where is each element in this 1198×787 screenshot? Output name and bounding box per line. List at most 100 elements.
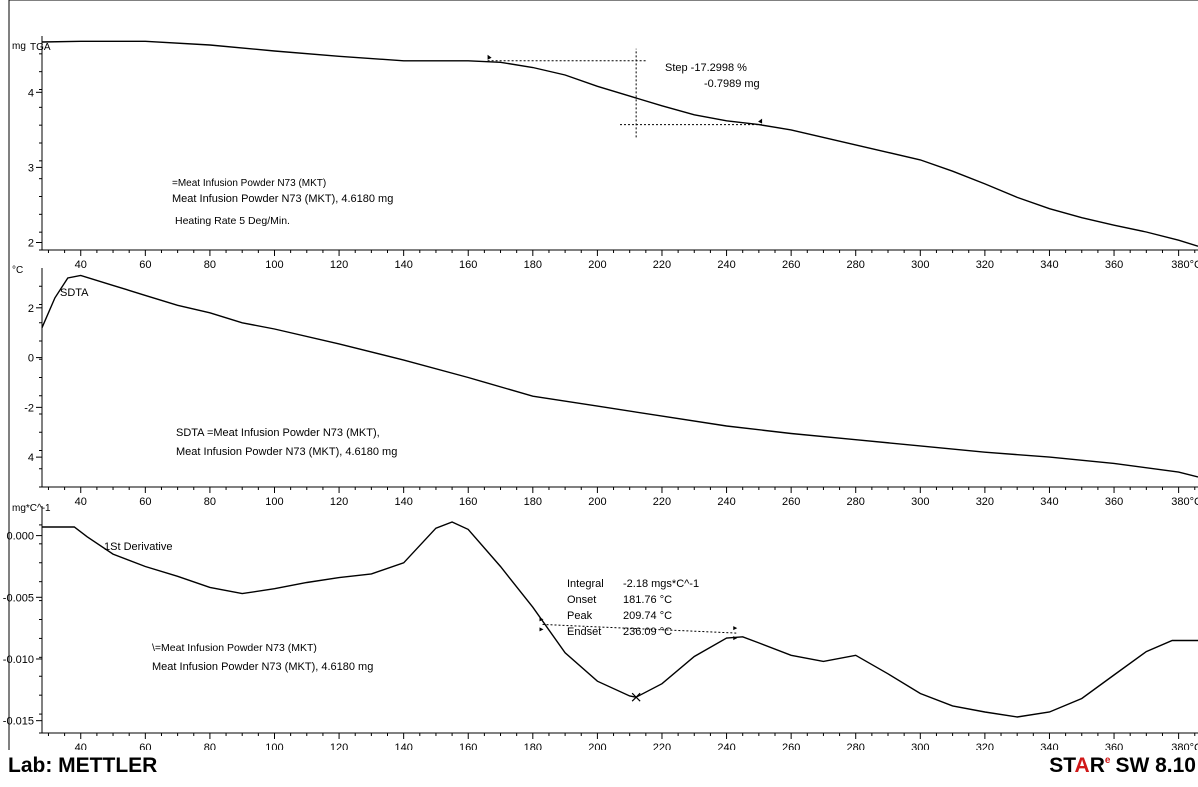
- y-tick-label: 4: [28, 452, 34, 464]
- software-version-label: STARe SW 8.10: [1049, 754, 1196, 778]
- y-tick-label: 0: [28, 353, 34, 365]
- result-label-peak: Peak: [567, 610, 593, 622]
- software-superscript: e: [1104, 755, 1111, 766]
- x-tick-label: 120: [330, 259, 348, 271]
- x-tick-label: 380°C: [1171, 259, 1198, 271]
- baseline-marker-upper: [733, 626, 738, 631]
- result-label-onset: Onset: [567, 594, 596, 606]
- result-label-endset: Endset: [567, 626, 601, 638]
- result-value-peak: 209.74 °C: [623, 610, 672, 622]
- x-tick-label: 60: [139, 742, 151, 750]
- x-tick-label: 100: [265, 259, 283, 271]
- step-result-label: Step -17.2998 %: [665, 62, 747, 74]
- x-tick-label: 340: [1040, 496, 1058, 508]
- result-value-onset: 181.76 °C: [623, 594, 672, 606]
- x-tick-label: 220: [653, 259, 671, 271]
- baseline-marker-lower: [733, 636, 738, 641]
- x-tick-label: 360: [1105, 259, 1123, 271]
- x-tick-label: 280: [847, 742, 865, 750]
- x-tick-label: 320: [976, 742, 994, 750]
- sample-mass-label: Meat Infusion Powder N73 (MKT), 4.6180 m…: [152, 661, 373, 673]
- integration-baseline: [542, 623, 737, 634]
- software-red-letter: A: [1074, 754, 1090, 777]
- x-tick-label: 380°C: [1171, 742, 1198, 750]
- x-tick-label: 280: [847, 496, 865, 508]
- series-name-label: SDTA: [60, 287, 89, 299]
- x-tick-label: 40: [75, 742, 87, 750]
- baseline-marker-lower: [539, 627, 544, 632]
- y-tick-label: -2: [24, 402, 34, 414]
- series-name-label: TGA: [30, 42, 51, 53]
- panel-0: mg 2 3 4 40 60 80 100 120 140 160 180 200 220 240 260 28…: [12, 36, 1198, 271]
- x-tick-label: 160: [459, 259, 477, 271]
- x-tick-label: 360: [1105, 742, 1123, 750]
- x-tick-label: 240: [717, 259, 735, 271]
- y-axis-unit-label: °C: [12, 265, 23, 276]
- y-tick-label: 2: [28, 303, 34, 315]
- x-tick-label: 320: [976, 496, 994, 508]
- sample-name-label: SDTA =Meat Infusion Powder N73 (MKT),: [176, 427, 380, 439]
- x-tick-label: 60: [139, 496, 151, 508]
- step-marker-right: [758, 118, 763, 124]
- software-version: SW 8.10: [1115, 754, 1196, 777]
- sample-name-label: \=Meat Infusion Powder N73 (MKT): [152, 642, 317, 654]
- x-tick-label: 300: [911, 496, 929, 508]
- x-tick-label: 40: [75, 259, 87, 271]
- software-mid: R: [1089, 754, 1105, 777]
- x-tick-label: 320: [976, 259, 994, 271]
- x-tick-label: 300: [911, 742, 929, 750]
- panel-1: °C 2 0 -2 4 40 60 80 100 120 140 160 180 200 220 240 260…: [12, 265, 1198, 508]
- heating-rate-label: Heating Rate 5 Deg/Min.: [175, 215, 290, 227]
- x-tick-label: 80: [204, 742, 216, 750]
- baseline-marker-upper: [539, 617, 544, 622]
- x-tick-label: 80: [204, 259, 216, 271]
- x-tick-label: 160: [459, 496, 477, 508]
- x-tick-label: 100: [265, 496, 283, 508]
- x-tick-label: 120: [330, 496, 348, 508]
- y-tick-label: 0.000: [6, 531, 34, 543]
- step-marker-left: [487, 54, 492, 60]
- x-tick-label: 120: [330, 742, 348, 750]
- x-tick-label: 200: [588, 742, 606, 750]
- x-tick-label: 140: [394, 742, 412, 750]
- x-tick-label: 300: [911, 259, 929, 271]
- y-axis-unit-label: mg*C^-1: [12, 503, 51, 514]
- x-tick-label: 180: [524, 496, 542, 508]
- y-tick-label: -0.015: [3, 716, 34, 728]
- x-tick-label: 260: [782, 742, 800, 750]
- x-tick-label: 380°C: [1171, 496, 1198, 508]
- result-value-endset: 236.09 °C: [623, 626, 672, 638]
- x-tick-label: 200: [588, 259, 606, 271]
- x-tick-label: 160: [459, 742, 477, 750]
- y-axis-unit-label: mg: [12, 41, 26, 52]
- x-tick-label: 80: [204, 496, 216, 508]
- step-result-mg: -0.7989 mg: [704, 78, 760, 90]
- series-name-label: 1St Derivative: [104, 541, 172, 553]
- x-tick-label: 260: [782, 496, 800, 508]
- x-tick-label: 40: [75, 496, 87, 508]
- lab-label: Lab: METTLER: [8, 754, 158, 777]
- series-line: [42, 521, 1198, 718]
- panel-2: mg*C^-1 0.000 -0.005 -0.010 -0.015 40 60 80 100 1…: [3, 503, 1198, 750]
- result-value-integral: -2.18 mgs*C^-1: [623, 578, 699, 590]
- x-tick-label: 220: [653, 496, 671, 508]
- software-prefix: ST: [1049, 754, 1075, 777]
- sample-name-label: =Meat Infusion Powder N73 (MKT): [172, 178, 326, 189]
- x-tick-label: 240: [717, 742, 735, 750]
- x-tick-label: 200: [588, 496, 606, 508]
- x-tick-label: 340: [1040, 259, 1058, 271]
- x-tick-label: 180: [524, 259, 542, 271]
- x-tick-label: 140: [394, 259, 412, 271]
- y-tick-label: 4: [28, 87, 34, 99]
- x-tick-label: 220: [653, 742, 671, 750]
- x-tick-label: 100: [265, 742, 283, 750]
- y-tick-label: 2: [28, 237, 34, 249]
- sample-mass-label: Meat Infusion Powder N73 (MKT), 4.6180 m…: [176, 446, 397, 458]
- x-tick-label: 260: [782, 259, 800, 271]
- x-tick-label: 60: [139, 259, 151, 271]
- peak-marker: [631, 692, 641, 702]
- x-tick-label: 240: [717, 496, 735, 508]
- x-tick-label: 360: [1105, 496, 1123, 508]
- series-line: [41, 40, 1198, 247]
- sample-mass-label: Meat Infusion Powder N73 (MKT), 4.6180 m…: [172, 193, 393, 205]
